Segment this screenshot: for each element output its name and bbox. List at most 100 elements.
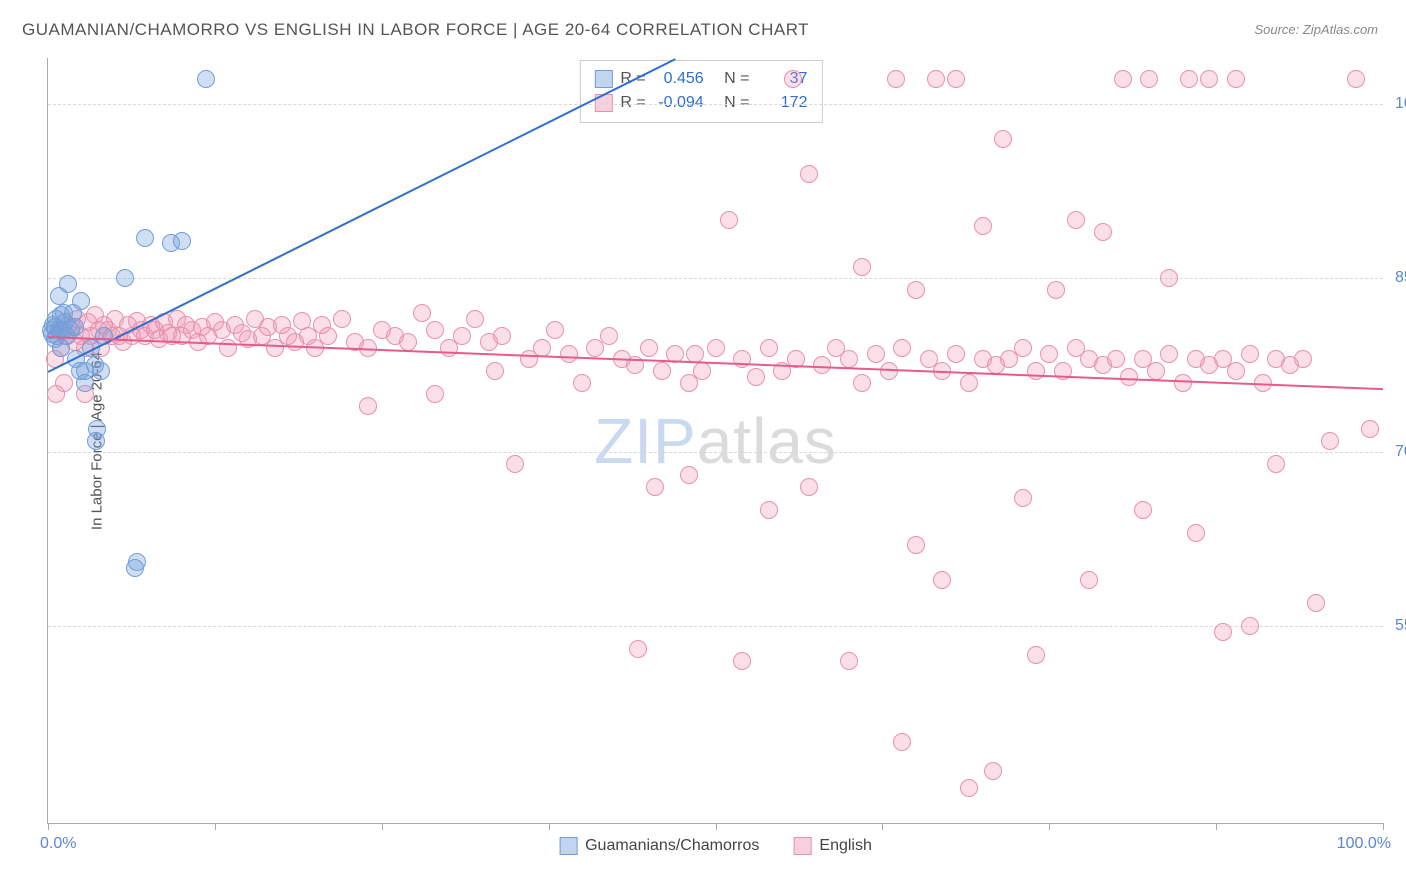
point-english xyxy=(994,130,1012,148)
y-tick-label: 100.0% xyxy=(1392,95,1406,113)
point-english xyxy=(800,165,818,183)
point-english xyxy=(707,339,725,357)
swatch-blue-icon xyxy=(594,70,612,88)
x-tick xyxy=(549,823,550,830)
watermark-atlas: atlas xyxy=(697,405,837,477)
gridline xyxy=(48,626,1383,627)
point-english xyxy=(947,70,965,88)
point-guamanian xyxy=(136,229,154,247)
legend-item-pink: English xyxy=(793,837,871,855)
point-english xyxy=(1294,350,1312,368)
x-tick xyxy=(882,823,883,830)
x-tick xyxy=(382,823,383,830)
point-english xyxy=(1014,489,1032,507)
point-english xyxy=(853,258,871,276)
point-english xyxy=(426,321,444,339)
point-english xyxy=(733,652,751,670)
point-guamanian xyxy=(66,318,84,336)
point-guamanian xyxy=(173,232,191,250)
point-english xyxy=(640,339,658,357)
point-english xyxy=(840,350,858,368)
point-english xyxy=(853,374,871,392)
point-guamanian xyxy=(197,70,215,88)
point-english xyxy=(1180,70,1198,88)
point-english xyxy=(867,345,885,363)
point-english xyxy=(219,339,237,357)
y-tick-label: 70.0% xyxy=(1392,443,1406,461)
x-axis-label-0: 0.0% xyxy=(40,835,76,853)
legend-item-blue: Guamanians/Chamorros xyxy=(559,837,759,855)
point-english xyxy=(960,779,978,797)
point-guamanian xyxy=(59,275,77,293)
point-english xyxy=(319,327,337,345)
point-english xyxy=(486,362,504,380)
point-english xyxy=(760,501,778,519)
point-english xyxy=(1080,571,1098,589)
legend-row-blue: R = 0.456 N = 37 xyxy=(594,67,807,91)
y-tick-label: 85.0% xyxy=(1392,269,1406,287)
point-english xyxy=(693,362,711,380)
point-english xyxy=(1094,223,1112,241)
swatch-pink-icon xyxy=(793,837,811,855)
point-english xyxy=(927,70,945,88)
source-label: Source: ZipAtlas.com xyxy=(1254,22,1378,37)
correlation-legend-box: R = 0.456 N = 37 R = -0.094 N = 172 xyxy=(579,60,822,123)
point-english xyxy=(600,327,618,345)
r-value-blue: 0.456 xyxy=(654,70,704,88)
point-english xyxy=(55,374,73,392)
point-english xyxy=(974,217,992,235)
point-english xyxy=(1140,70,1158,88)
point-guamanian xyxy=(72,292,90,310)
point-english xyxy=(1134,501,1152,519)
point-english xyxy=(1267,455,1285,473)
point-english xyxy=(493,327,511,345)
point-english xyxy=(646,478,664,496)
point-english xyxy=(333,310,351,328)
n-label: N = xyxy=(724,70,749,88)
point-guamanian xyxy=(116,269,134,287)
point-english xyxy=(800,478,818,496)
point-english xyxy=(1227,70,1245,88)
point-english xyxy=(1361,420,1379,438)
point-english xyxy=(560,345,578,363)
point-english xyxy=(1187,524,1205,542)
point-english xyxy=(907,536,925,554)
gridline xyxy=(48,452,1383,453)
point-english xyxy=(1014,339,1032,357)
r-label: R = xyxy=(620,94,645,112)
n-value-pink: 172 xyxy=(757,94,807,112)
point-english xyxy=(1027,646,1045,664)
point-english xyxy=(933,571,951,589)
point-english xyxy=(893,339,911,357)
watermark-zip: ZIP xyxy=(594,405,697,477)
point-english xyxy=(653,362,671,380)
point-english xyxy=(1227,362,1245,380)
n-label: N = xyxy=(724,94,749,112)
point-english xyxy=(1067,211,1085,229)
point-english xyxy=(907,281,925,299)
point-english xyxy=(1160,345,1178,363)
point-english xyxy=(733,350,751,368)
point-english xyxy=(1047,281,1065,299)
point-english xyxy=(960,374,978,392)
point-guamanian xyxy=(88,420,106,438)
point-english xyxy=(720,211,738,229)
point-english xyxy=(1241,345,1259,363)
point-english xyxy=(1114,70,1132,88)
point-english xyxy=(573,374,591,392)
point-english xyxy=(1040,345,1058,363)
x-axis-label-100: 100.0% xyxy=(1337,835,1391,853)
point-english xyxy=(784,70,802,88)
x-tick xyxy=(1383,823,1384,830)
legend-row-pink: R = -0.094 N = 172 xyxy=(594,91,807,115)
r-value-pink: -0.094 xyxy=(654,94,704,112)
point-english xyxy=(686,345,704,363)
chart-title: GUAMANIAN/CHAMORRO VS ENGLISH IN LABOR F… xyxy=(22,20,809,40)
point-english xyxy=(760,339,778,357)
x-tick xyxy=(1049,823,1050,830)
chart-plot-area: In Labor Force | Age 20-64 0.0% 100.0% Z… xyxy=(47,58,1383,824)
point-english xyxy=(1214,623,1232,641)
point-english xyxy=(399,333,417,351)
point-english xyxy=(1321,432,1339,450)
point-guamanian xyxy=(128,553,146,571)
